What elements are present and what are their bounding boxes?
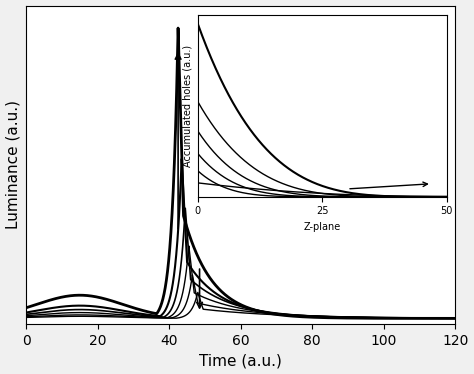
X-axis label: Time (a.u.): Time (a.u.): [199, 353, 282, 368]
Y-axis label: Luminance (a.u.): Luminance (a.u.): [6, 100, 20, 229]
